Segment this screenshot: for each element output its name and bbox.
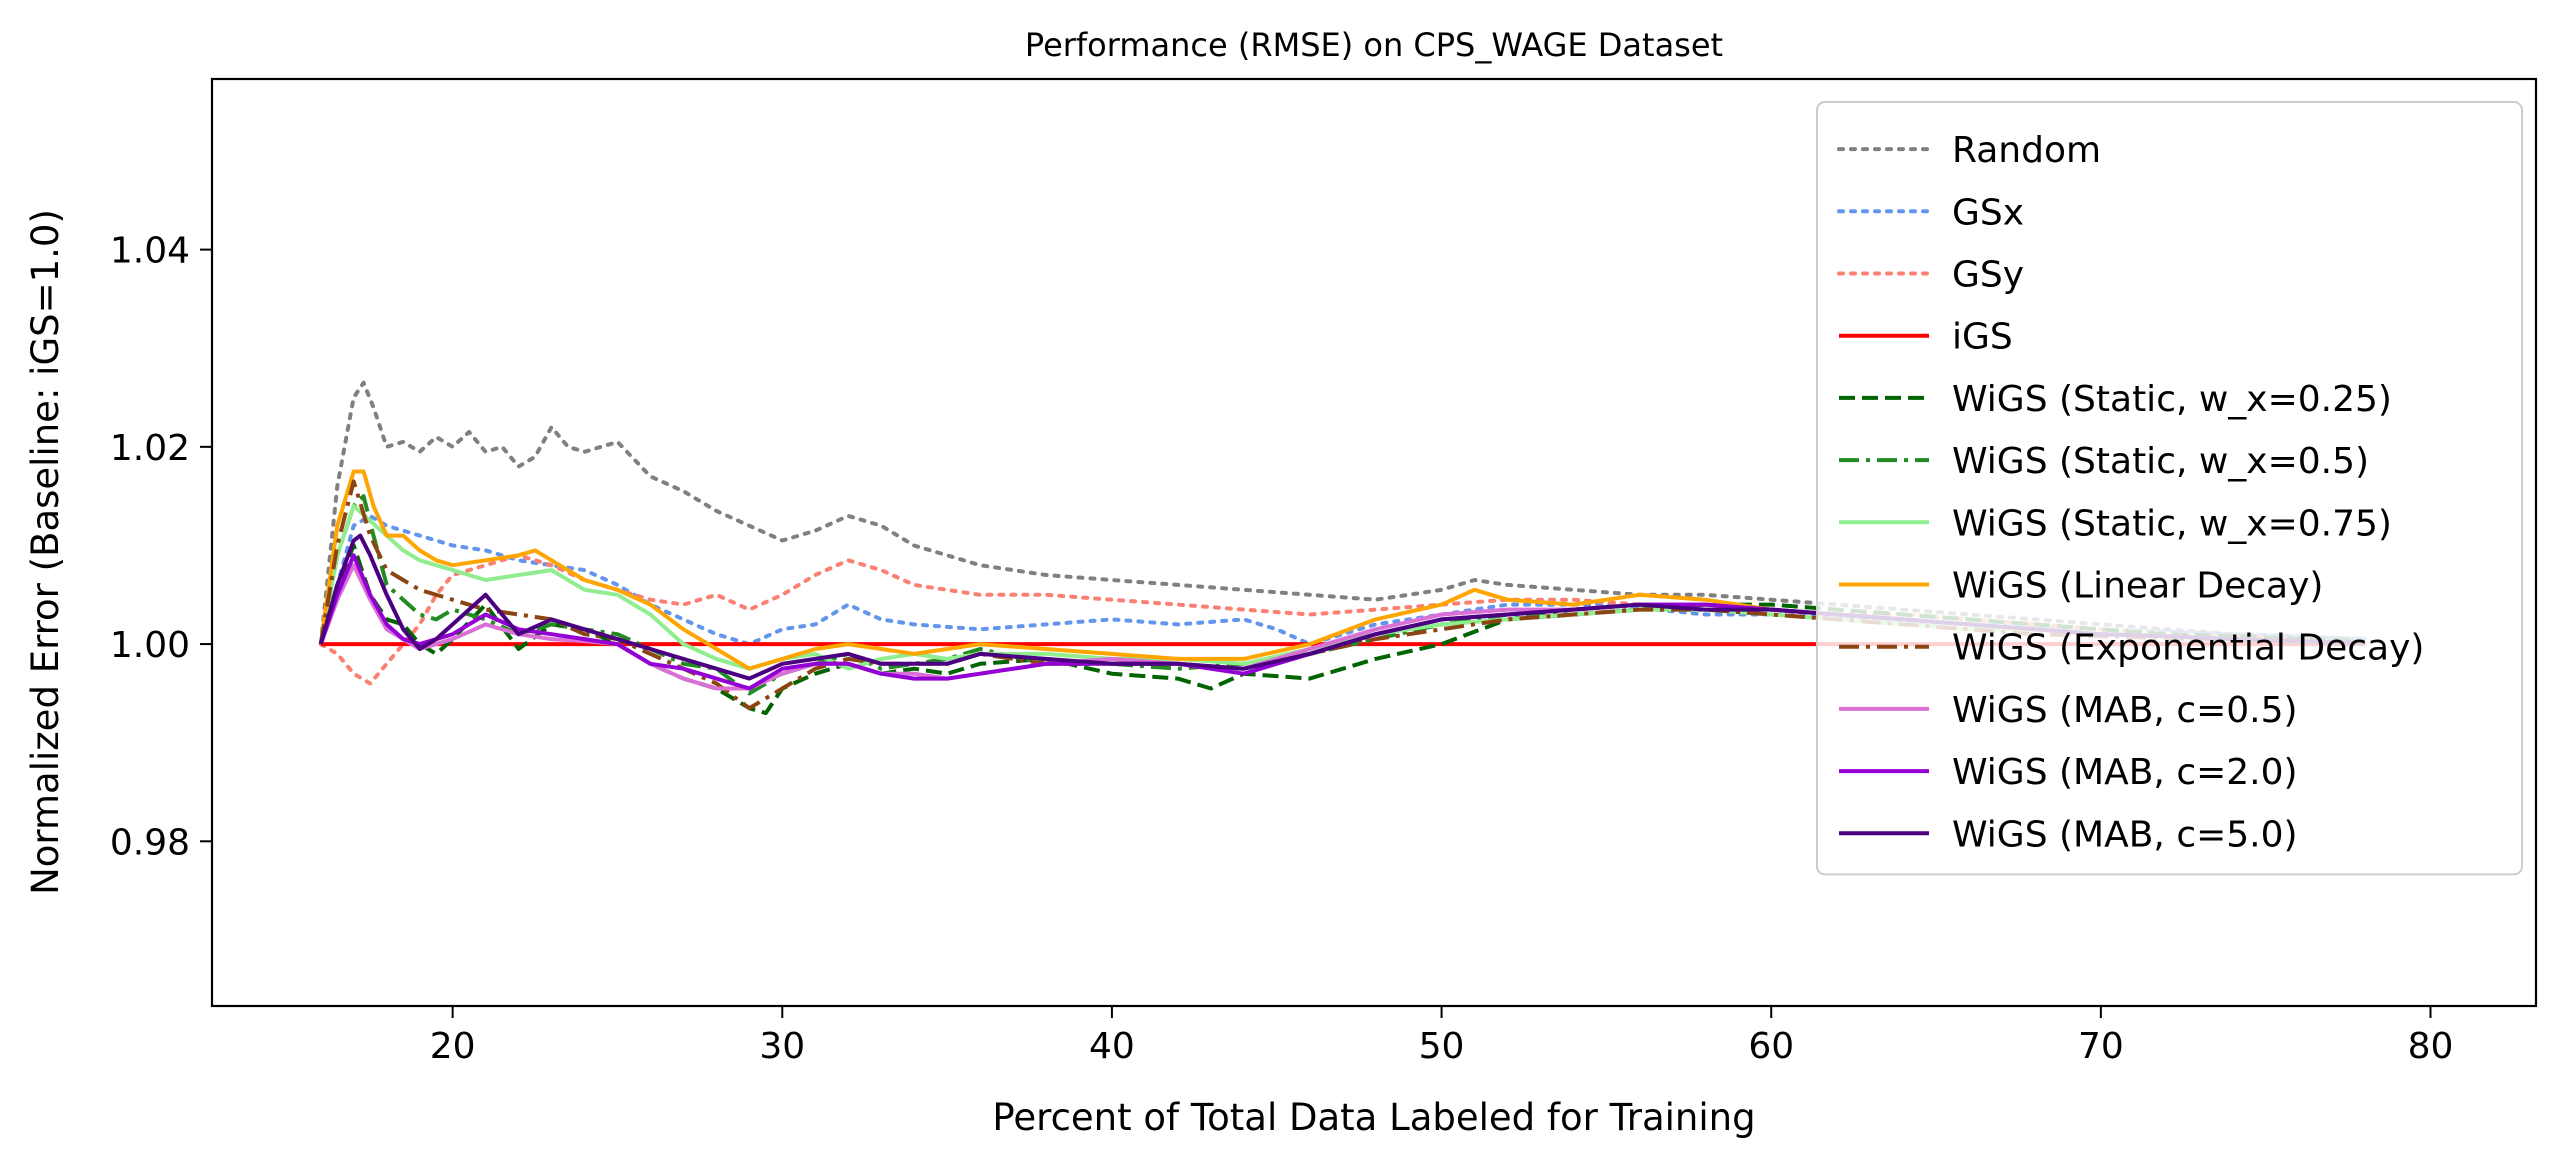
y-tick-label: 1.00 <box>110 625 190 666</box>
legend-label-3: iGS <box>1952 317 2013 358</box>
series-line-2 <box>318 553 2367 686</box>
legend-label-7: WiGS (Linear Decay) <box>1952 566 2323 607</box>
x-tick-label: 20 <box>430 1026 476 1067</box>
x-tick-label: 80 <box>2408 1026 2454 1067</box>
legend-label-8: WiGS (Exponential Decay) <box>1952 628 2424 669</box>
y-tick-label: 1.04 <box>110 231 190 272</box>
x-tick-label: 60 <box>1748 1026 1794 1067</box>
series-line-0 <box>318 380 2367 647</box>
legend-label-2: GSy <box>1952 255 2024 296</box>
x-axis-label: Percent of Total Data Labeled for Traini… <box>992 1096 1755 1139</box>
legend-label-0: Random <box>1952 130 2101 171</box>
y-tick-label: 0.98 <box>110 822 190 863</box>
plot-frame <box>210 77 2538 1008</box>
legend-label-1: GSx <box>1952 192 2024 233</box>
x-tick-label: 50 <box>1419 1026 1465 1067</box>
x-tick-label: 70 <box>2078 1026 2124 1067</box>
chart-title: Performance (RMSE) on CPS_WAGE Dataset <box>1025 26 1723 64</box>
legend-label-10: WiGS (MAB, c=2.0) <box>1952 752 2298 793</box>
x-tick-label: 40 <box>1089 1026 1135 1067</box>
legend-label-6: WiGS (Static, w_x=0.75) <box>1952 503 2392 544</box>
x-axis: 20 30 40 50 60 70 80 <box>430 1006 2454 1067</box>
x-tick-label: 30 <box>759 1026 805 1067</box>
y-tick-label: 1.02 <box>110 428 190 469</box>
legend-label-5: WiGS (Static, w_x=0.5) <box>1952 441 2369 482</box>
legend-label-11: WiGS (MAB, c=5.0) <box>1952 814 2298 855</box>
y-axis-label: Normalized Error (Baseline: iGS=1.0) <box>24 209 67 895</box>
legend-label-9: WiGS (MAB, c=0.5) <box>1952 690 2298 731</box>
legend: Random GSx GSy iGS WiGS (Static, w_x=0.25) Wi… <box>1816 101 2523 876</box>
legend-label-4: WiGS (Static, w_x=0.25) <box>1952 379 2392 420</box>
legend-box <box>1816 101 2523 876</box>
y-axis: 0.98 1.00 1.02 1.04 <box>110 231 212 863</box>
